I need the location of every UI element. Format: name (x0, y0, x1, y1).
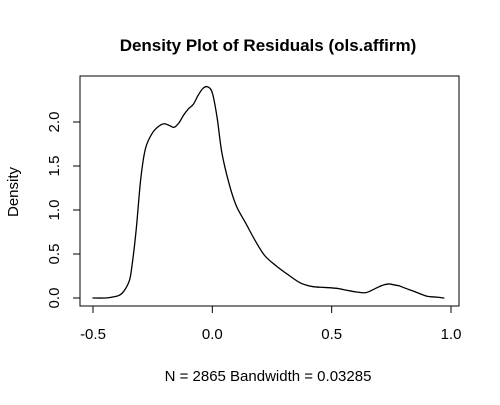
x-tick-label: 1.0 (441, 326, 462, 343)
x-tick-label: -0.5 (80, 326, 106, 343)
y-axis: 0.0 0.5 1.0 1.5 2.0 (46, 112, 81, 309)
x-tick-label: 0.5 (321, 326, 342, 343)
x-axis-label: N = 2865 Bandwidth = 0.03285 (165, 368, 372, 385)
x-tick-label: 0.0 (202, 326, 223, 343)
y-tick-label: 2.0 (46, 112, 63, 133)
y-tick-label: 1.0 (46, 200, 63, 221)
y-tick-label: 0.0 (46, 288, 63, 309)
density-curve (92, 85, 445, 299)
y-axis-label: Density (5, 166, 22, 217)
plot-frame (79, 75, 460, 307)
y-tick-label: 0.5 (46, 244, 63, 265)
chart-title: Density Plot of Residuals (ols.affirm) (120, 36, 417, 55)
y-tick-label: 1.5 (46, 156, 63, 177)
x-axis: -0.5 0.0 0.5 1.0 (80, 305, 462, 343)
